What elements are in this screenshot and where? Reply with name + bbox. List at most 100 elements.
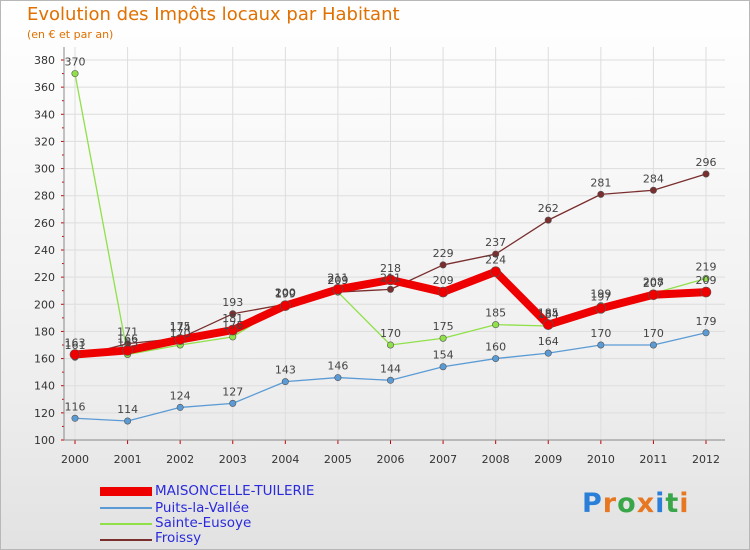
data-point [437, 286, 449, 298]
data-label: 281 [590, 176, 611, 189]
logo-letter: P [582, 488, 603, 519]
data-label: 185 [485, 307, 506, 320]
data-point [332, 284, 344, 295]
data-point [648, 289, 659, 301]
data-point [227, 324, 239, 336]
data-point [71, 414, 79, 422]
y-tick-label: 180 [34, 325, 55, 338]
data-point [700, 286, 712, 298]
x-tick-label: 2007 [429, 453, 457, 466]
logo-letter: i [655, 488, 666, 519]
legend-swatch-maisoncelle [100, 487, 152, 496]
data-point [490, 266, 501, 278]
data-point [124, 417, 132, 425]
series-lines [69, 70, 712, 425]
data-point [439, 363, 447, 371]
data-point [69, 349, 81, 360]
data-point [385, 274, 396, 286]
data-label: 174 [170, 322, 191, 335]
data-point [386, 285, 394, 293]
legend-label-sainte: Sainte-Eusoye [155, 515, 252, 531]
y-tick-label: 260 [34, 217, 55, 230]
data-point [595, 303, 607, 314]
data-label: 143 [275, 364, 296, 377]
data-point [492, 250, 500, 258]
data-label: 164 [538, 335, 559, 348]
y-tick-label: 360 [34, 81, 55, 94]
data-label: 160 [485, 341, 506, 354]
y-tick-label: 380 [34, 54, 55, 67]
data-point [702, 170, 710, 178]
logo-letter: x [636, 488, 656, 519]
data-label: 144 [380, 362, 401, 375]
x-tick-label: 2001 [114, 453, 142, 466]
y-tick-label: 280 [34, 190, 55, 203]
x-tick-label: 2010 [587, 453, 615, 466]
data-label: 208 [643, 275, 664, 288]
data-point [386, 341, 394, 349]
data-label: 170 [643, 327, 664, 340]
data-point [544, 216, 552, 224]
data-label: 170 [170, 327, 191, 340]
logo-letter: t [665, 488, 680, 519]
data-label: 184 [538, 308, 559, 321]
data-label: 224 [485, 254, 506, 267]
data-label: 211 [327, 271, 348, 284]
legend-label-puits: Puits-la-Vallée [155, 500, 250, 516]
data-label: 218 [380, 262, 401, 275]
data-point [649, 341, 657, 349]
y-tick-label: 160 [34, 353, 55, 366]
x-tick-label: 2008 [482, 453, 510, 466]
data-point [702, 329, 710, 337]
data-label: 200 [275, 286, 296, 299]
axes: 100 120 140 160 180 200 220 240 260 280 300 320 340 3… [34, 47, 725, 466]
data-point [597, 341, 605, 349]
y-tick-label: 220 [34, 271, 55, 284]
data-point [544, 349, 552, 357]
logo-letter: i [679, 488, 690, 519]
x-tick-label: 2009 [534, 453, 562, 466]
logo-letter: o [617, 488, 637, 519]
data-point [281, 378, 289, 386]
data-point [174, 334, 186, 345]
x-tick-label: 2005 [324, 453, 352, 466]
data-label: 163 [117, 337, 138, 350]
y-tick-label: 140 [34, 380, 55, 393]
y-tick-label: 320 [34, 135, 55, 148]
data-point [597, 190, 605, 198]
data-label: 370 [65, 56, 86, 69]
y-tick-label: 200 [34, 298, 55, 311]
legend-swatch-sainte [100, 523, 152, 525]
data-point [229, 310, 237, 318]
data-label: 199 [275, 288, 296, 301]
data-label: 175 [170, 320, 191, 333]
data-point [71, 70, 79, 78]
data-label: 170 [590, 327, 611, 340]
data-label: 219 [696, 261, 717, 274]
data-label: 171 [117, 326, 138, 339]
data-label: 146 [327, 360, 348, 373]
x-tick-label: 2003 [219, 453, 247, 466]
data-label: 166 [117, 332, 138, 345]
data-label: 176 [222, 319, 243, 332]
data-label: 211 [380, 271, 401, 284]
data-point [542, 319, 554, 330]
data-label: 262 [538, 202, 559, 215]
data-point [280, 300, 291, 311]
data-label: 193 [222, 296, 243, 309]
data-label: 179 [696, 315, 717, 328]
data-label: 124 [170, 389, 191, 402]
data-point [439, 261, 447, 269]
data-label: 209 [696, 274, 717, 287]
data-label: 209 [327, 274, 348, 287]
data-point [176, 403, 184, 411]
data-point [386, 376, 394, 384]
data-label: 170 [380, 327, 401, 340]
x-tick-label: 2011 [639, 453, 667, 466]
chart-title: Evolution des Impôts locaux par Habitant [27, 4, 400, 25]
data-point [702, 274, 710, 282]
data-label: 296 [696, 156, 717, 169]
data-point [649, 186, 657, 194]
data-point [492, 355, 500, 363]
